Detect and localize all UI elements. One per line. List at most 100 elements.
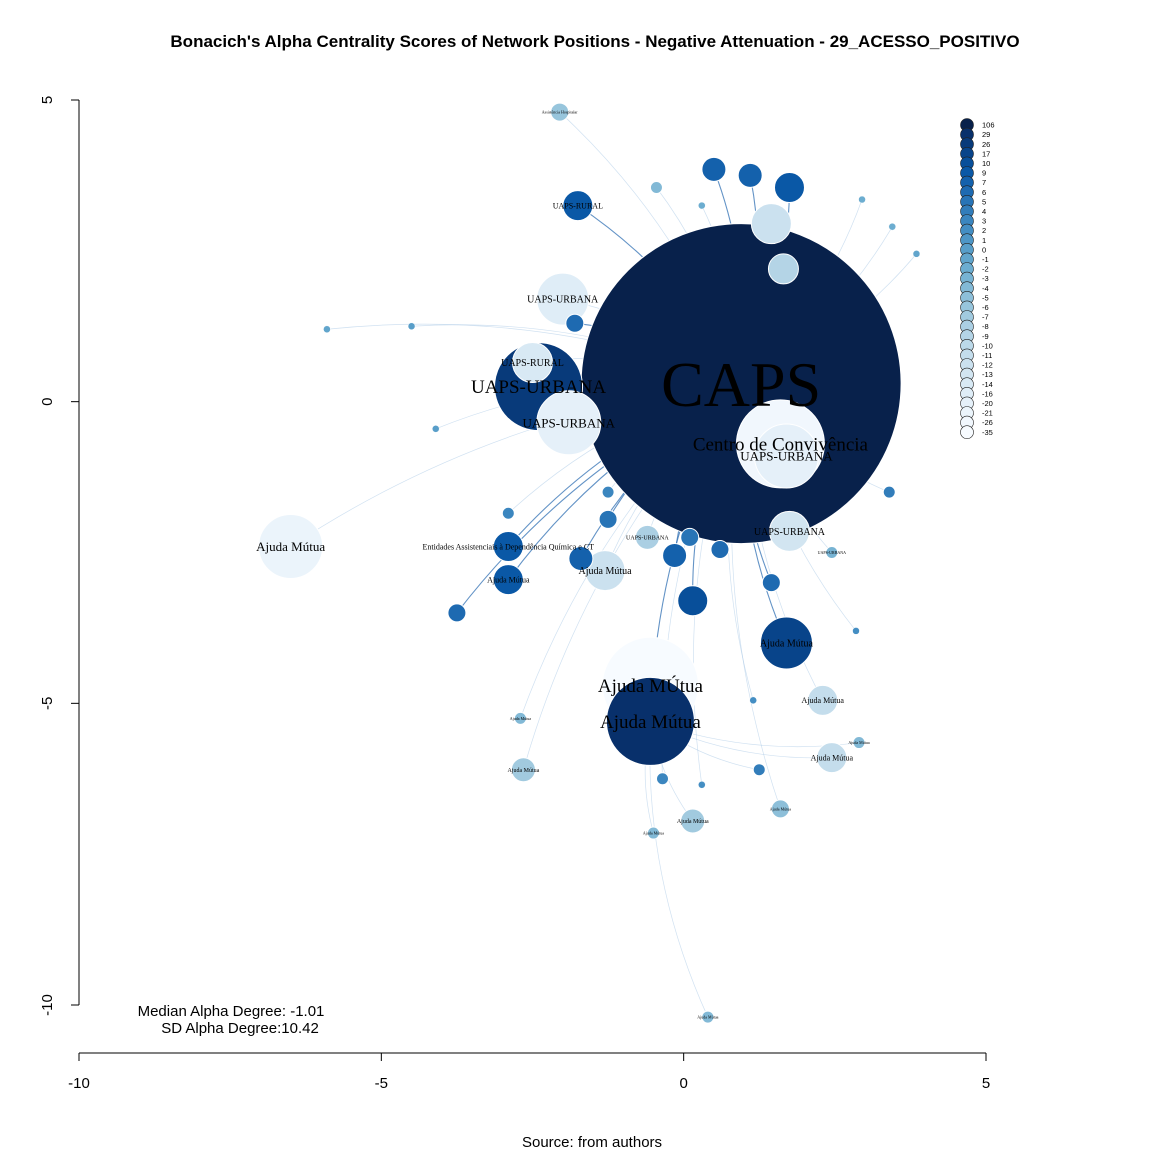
network-node — [447, 603, 467, 623]
network-node — [767, 253, 799, 285]
legend-label: 4 — [982, 207, 986, 216]
network-node — [562, 190, 594, 222]
network-node — [698, 781, 706, 789]
network-node — [710, 539, 730, 559]
legend-label: -26 — [982, 418, 993, 427]
y-tick-label: -10 — [39, 994, 56, 1016]
source-caption: Source: from authors — [522, 1134, 662, 1151]
node-layer — [258, 102, 921, 1024]
legend-label: -11 — [982, 351, 992, 360]
network-node — [737, 162, 763, 188]
legend-label: -1 — [982, 255, 989, 264]
network-node — [749, 696, 757, 705]
network-node — [662, 543, 688, 569]
node-label: Ajuda Mútua — [508, 768, 540, 774]
legend-label: -12 — [982, 361, 993, 370]
network-node — [605, 676, 695, 766]
node-label: Ajuda Mútua — [760, 639, 814, 650]
network-node — [698, 201, 706, 210]
network-node — [701, 1010, 715, 1024]
legend-label: -13 — [982, 370, 993, 379]
legend-label: 29 — [982, 130, 990, 139]
node-label: UAPS-URBANA — [527, 295, 599, 306]
legend-label: -16 — [982, 389, 993, 398]
network-node — [258, 513, 324, 579]
node-label: Centro de Convivência — [693, 435, 869, 456]
sd-alpha-stat: SD Alpha Degree:10.42 — [161, 1020, 319, 1037]
network-node — [432, 425, 440, 433]
x-axis: -10 -5 0 5 — [68, 1052, 990, 1092]
legend-label: 3 — [982, 217, 986, 226]
network-node — [759, 616, 813, 670]
network-node — [598, 509, 618, 529]
legend-label: 1 — [982, 236, 986, 245]
legend-label: -7 — [982, 313, 989, 322]
legend: 10629261710976543210-1-2-3-4-5-6-7-8-9-1… — [960, 118, 995, 440]
network-node — [550, 102, 570, 122]
legend-label: 7 — [982, 178, 986, 187]
legend-label: -5 — [982, 293, 989, 302]
network-node — [912, 250, 921, 258]
node-label: Ajuda Mútua — [848, 740, 869, 745]
legend-label: -2 — [982, 265, 989, 274]
node-label: Ajuda Mútua — [802, 696, 845, 705]
network-node — [584, 550, 626, 592]
network-node — [680, 808, 706, 834]
network-node — [568, 546, 594, 572]
node-label: CAPS — [661, 349, 821, 420]
network-node — [601, 485, 615, 499]
y-axis: 5 0 -5 -10 — [39, 96, 80, 1016]
network-node — [858, 195, 866, 204]
node-label: UAPS-RURAL — [501, 358, 564, 369]
node-label: Ajuda Mútua — [643, 830, 664, 835]
network-node — [888, 222, 897, 231]
network-node — [323, 325, 331, 334]
network-node — [492, 564, 524, 596]
legend-label: 9 — [982, 169, 986, 178]
network-node — [807, 684, 839, 716]
legend-label: 6 — [982, 188, 986, 197]
legend-label: 17 — [982, 149, 990, 158]
network-node — [649, 180, 663, 194]
x-tick-label: -5 — [375, 1075, 388, 1092]
legend-label: 10 — [982, 159, 990, 168]
network-node — [852, 736, 866, 750]
legend-label: -6 — [982, 303, 989, 312]
network-node — [510, 757, 536, 783]
network-node — [852, 627, 860, 635]
node-label: Ajuda Mútua — [770, 806, 791, 811]
node-label: Ajuda Mútua — [697, 1014, 718, 1019]
node-label: Ajuda Mútua — [811, 753, 854, 762]
network-node — [501, 506, 515, 520]
node-label: UAPS-URBANA — [523, 415, 616, 430]
node-label-layer: CAPS Ajuda Mútua Ajuda MÚtua UAPS-URBANA Cen… — [256, 109, 870, 1019]
x-tick-label: -10 — [68, 1075, 90, 1092]
median-alpha-stat: Median Alpha Degree: -1.01 — [138, 1003, 325, 1020]
network-node — [512, 341, 553, 383]
node-label: Ajuda Mútua — [579, 566, 633, 577]
network-node — [513, 711, 527, 725]
node-label: Ajuda MÚtua — [598, 675, 704, 697]
legend-label: -14 — [982, 380, 993, 389]
network-node — [750, 203, 792, 245]
y-tick-label: 0 — [39, 397, 56, 405]
network-node — [882, 485, 896, 499]
legend-label: 106 — [982, 121, 995, 130]
network-node — [680, 527, 700, 547]
network-node — [816, 742, 848, 774]
legend-label: -20 — [982, 399, 993, 408]
network-node — [770, 799, 790, 819]
x-tick-label: 5 — [982, 1075, 990, 1092]
network-node — [701, 156, 727, 182]
network-node — [752, 763, 766, 777]
node-label: UAPS-URBANA — [626, 536, 669, 542]
network-node — [677, 585, 709, 617]
node-label: UAPS-URBANA — [754, 527, 826, 538]
node-label: UAPS-URBANA — [471, 377, 606, 398]
network-node — [773, 171, 805, 203]
legend-label: -4 — [982, 284, 989, 293]
network-node — [536, 272, 590, 326]
y-tick-label: -5 — [39, 697, 56, 710]
legend-label: -3 — [982, 274, 989, 283]
